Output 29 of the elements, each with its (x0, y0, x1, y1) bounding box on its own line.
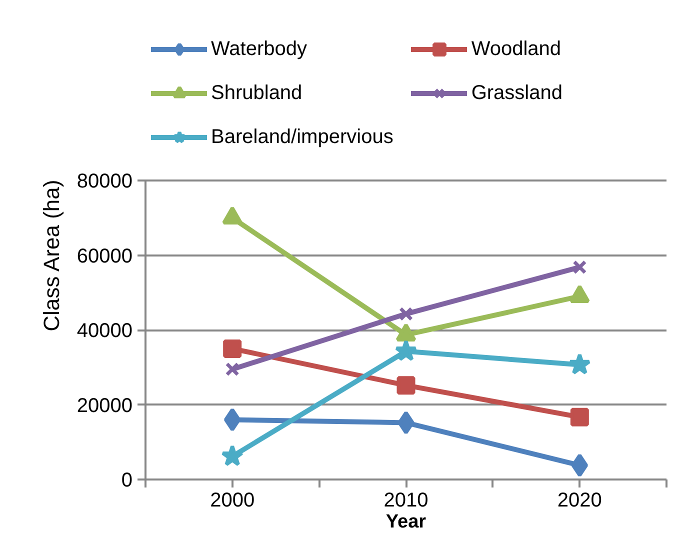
y-tick-label: 0 (121, 470, 132, 492)
point (570, 408, 589, 426)
point (221, 444, 244, 466)
point (568, 353, 591, 375)
legend-label: Shrubland (211, 82, 302, 104)
point (398, 306, 414, 321)
x-axis-title: Year (386, 512, 427, 532)
point (224, 408, 241, 432)
x-tick-label: 2020 (557, 490, 602, 512)
point (398, 410, 414, 434)
legend-label: Waterbody (211, 38, 307, 60)
x-tick-label: 2000 (210, 490, 255, 512)
point (396, 323, 416, 342)
legend-label: Woodland (471, 38, 562, 60)
point (569, 284, 590, 304)
point (222, 206, 243, 225)
y-axis-title: Class Area (ha) (38, 180, 64, 332)
point (223, 339, 242, 358)
point (225, 362, 240, 376)
point (571, 454, 588, 478)
legend-label: Bareland/impervious (211, 126, 394, 148)
y-tick-label: 40000 (76, 320, 133, 342)
y-tick-label: 60000 (76, 245, 133, 268)
point (394, 340, 418, 362)
point (396, 376, 416, 395)
legend-label: Grassland (471, 82, 562, 104)
y-tick-label: 80000 (76, 170, 133, 192)
x-tick-label: 2010 (384, 490, 428, 512)
y-tick-label: 20000 (76, 394, 133, 417)
